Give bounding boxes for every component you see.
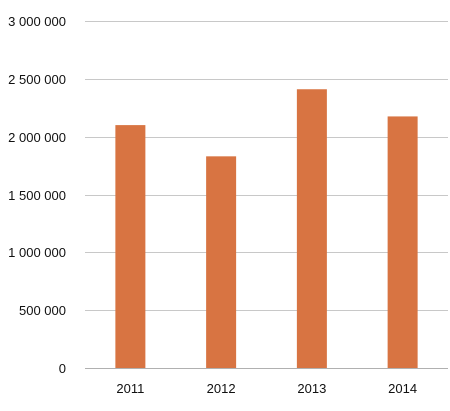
- y-tick-label: 2 500 000: [8, 72, 66, 87]
- y-tick-label: 500 000: [19, 303, 66, 318]
- x-tick-label: 2013: [297, 381, 326, 396]
- bar-2012: [206, 156, 237, 368]
- bar-2014: [387, 116, 418, 368]
- y-tick-label: 2 000 000: [8, 130, 66, 145]
- x-tick-label: 2012: [207, 381, 236, 396]
- bar-2013: [296, 89, 327, 368]
- y-tick-label: 1 000 000: [8, 245, 66, 260]
- gridlines: [85, 21, 448, 369]
- y-tick-label: 0: [59, 361, 66, 376]
- x-tick-label: 2014: [388, 381, 417, 396]
- bars: [115, 89, 418, 368]
- x-axis-tick-labels: 2011 2012 2013 2014: [116, 381, 417, 396]
- y-tick-label: 1 500 000: [8, 188, 66, 203]
- x-tick-label: 2011: [116, 381, 144, 396]
- y-axis-tick-labels: 0 500 000 1 000 000 1 500 000 2 000 000 2 500…: [8, 14, 66, 376]
- y-tick-label: 3 000 000: [8, 14, 66, 29]
- bar-2011: [115, 125, 146, 368]
